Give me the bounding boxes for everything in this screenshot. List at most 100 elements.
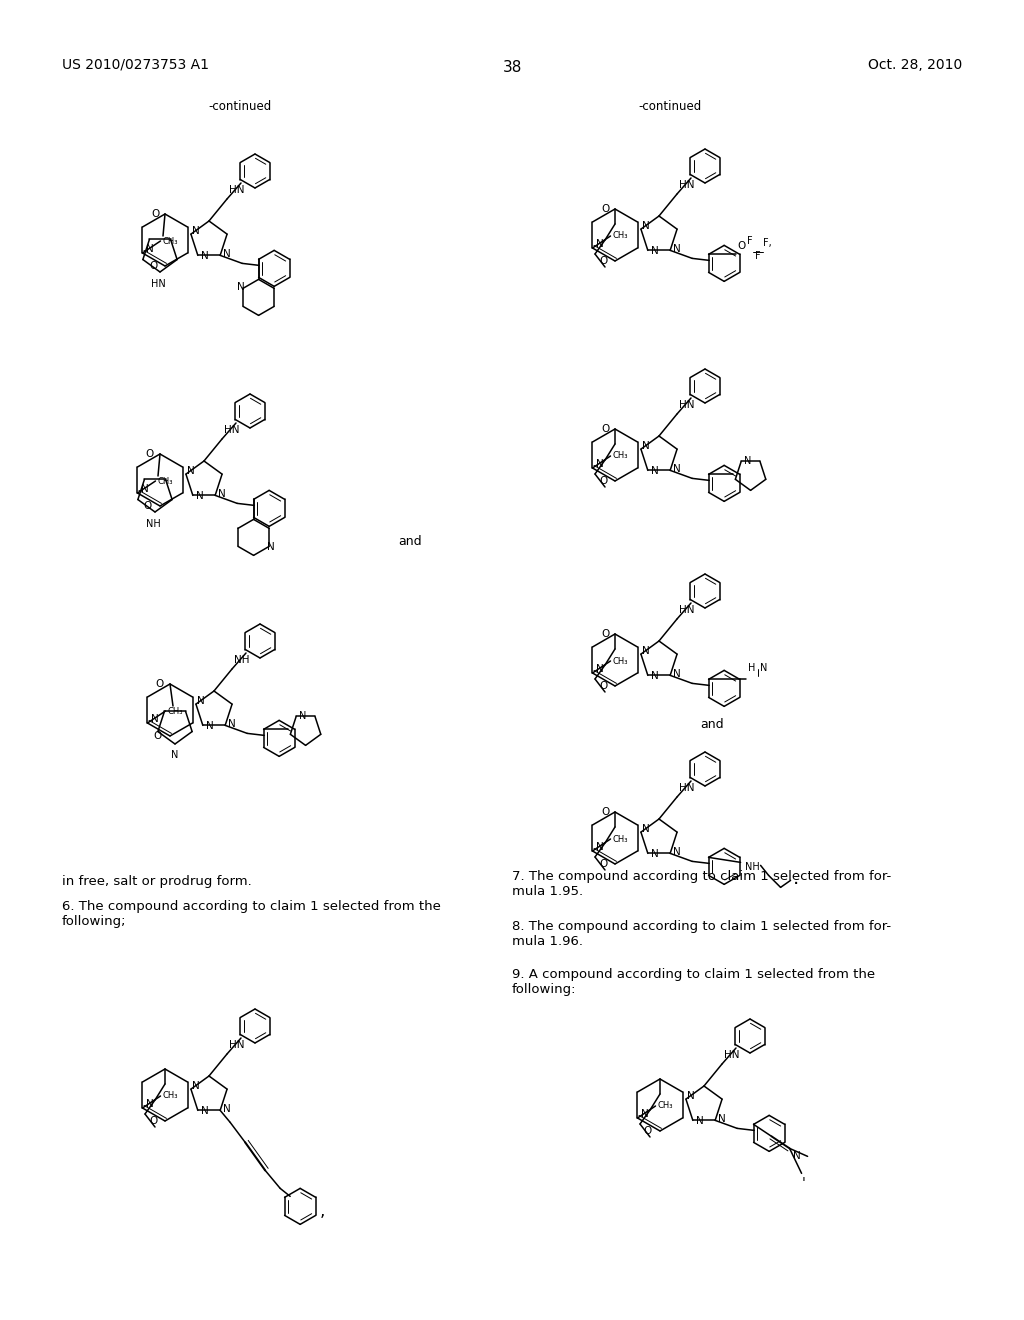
Text: N: N [651,466,658,477]
Text: N: N [223,1105,231,1114]
Text: O: O [148,1115,157,1126]
Text: CH₃: CH₃ [163,1092,178,1101]
Text: N: N [793,1151,801,1162]
Text: O: O [599,256,607,267]
Text: ,: , [321,1203,326,1221]
Text: N: N [597,459,604,469]
Text: ': ' [802,1176,806,1191]
Text: N: N [641,441,649,451]
Text: N: N [597,239,604,249]
Text: N: N [673,847,681,858]
Text: N: N [651,247,658,256]
Text: O: O [601,424,609,434]
Text: N: N [171,750,178,760]
Text: O: O [599,477,607,486]
Text: N: N [223,249,231,259]
Text: N: N [651,849,658,859]
Text: O: O [644,1126,652,1137]
Text: CH₃: CH₃ [612,231,628,240]
Text: O: O [601,807,609,817]
Text: NH: NH [744,862,760,873]
Text: HN: HN [679,400,694,411]
Text: N: N [152,714,160,723]
Text: US 2010/0273753 A1: US 2010/0273753 A1 [62,58,209,73]
Text: CH₃: CH₃ [163,236,178,246]
Text: N: N [696,1117,703,1126]
Text: H: H [748,664,755,673]
Text: N: N [206,721,214,731]
Text: 38: 38 [503,59,521,75]
Text: HN: HN [151,279,165,289]
Text: F: F [746,236,753,247]
Text: CH₃: CH₃ [158,477,173,486]
Text: N: N [673,465,681,474]
Text: N: N [686,1092,694,1101]
Text: HN: HN [229,185,245,195]
Text: HN: HN [724,1049,739,1060]
Text: CH₃: CH₃ [168,706,183,715]
Text: O: O [145,449,155,459]
Text: HN: HN [229,1040,245,1049]
Text: O: O [599,681,607,690]
Text: O: O [148,261,157,271]
Text: N: N [299,711,306,722]
Text: N: N [673,244,681,255]
Text: NH: NH [145,519,161,529]
Text: N: N [201,1106,209,1117]
Text: HN: HN [224,425,240,436]
Text: N: N [718,1114,726,1125]
Text: 9. A compound according to claim 1 selected from the
following:: 9. A compound according to claim 1 selec… [512,968,876,997]
Text: N: N [141,484,150,494]
Text: CH₃: CH₃ [612,656,628,665]
Text: N: N [196,491,204,502]
Text: and: and [398,535,422,548]
Text: N: N [267,543,274,552]
Text: O: O [599,859,607,869]
Text: CH₃: CH₃ [612,834,628,843]
Text: O: O [737,242,745,251]
Text: F: F [755,251,760,261]
Text: N: N [641,824,649,834]
Text: N: N [673,669,681,680]
Text: HN: HN [679,180,694,190]
Text: N: N [197,696,204,706]
Text: N: N [201,251,209,261]
Text: N: N [191,226,200,236]
Text: O: O [154,731,162,741]
Text: O: O [144,502,153,511]
Text: N: N [641,1109,649,1119]
Text: O: O [151,209,159,219]
Text: -continued: -continued [208,100,271,114]
Text: N: N [744,457,752,466]
Text: in free, salt or prodrug form.: in free, salt or prodrug form. [62,875,252,888]
Text: F,: F, [763,239,771,248]
Text: N: N [186,466,195,477]
Text: O: O [156,678,164,689]
Text: N: N [191,1081,200,1092]
Text: N: N [238,282,245,292]
Text: N: N [760,664,767,673]
Text: CH₃: CH₃ [657,1101,673,1110]
Text: O: O [601,205,609,214]
Text: N: N [641,220,649,231]
Text: 7. The compound according to claim 1 selected from for-
mula 1.95.: 7. The compound according to claim 1 sel… [512,870,891,898]
Text: CH₃: CH₃ [612,451,628,461]
Text: O: O [601,630,609,639]
Text: N: N [218,490,226,499]
Text: N: N [228,719,236,730]
Text: N: N [597,842,604,851]
Text: NH: NH [234,655,250,665]
Text: and: and [700,718,724,731]
Text: 8. The compound according to claim 1 selected from for-
mula 1.96.: 8. The compound according to claim 1 sel… [512,920,891,948]
Text: HN: HN [679,783,694,793]
Text: N: N [597,664,604,675]
Text: Oct. 28, 2010: Oct. 28, 2010 [867,58,962,73]
Text: HN: HN [679,605,694,615]
Text: -continued: -continued [638,100,701,114]
Text: N: N [146,244,155,253]
Text: N: N [651,672,658,681]
Text: N: N [146,1100,155,1109]
Text: N: N [641,645,649,656]
Text: .: . [793,869,799,888]
Text: 6. The compound according to claim 1 selected from the
following;: 6. The compound according to claim 1 sel… [62,900,441,928]
